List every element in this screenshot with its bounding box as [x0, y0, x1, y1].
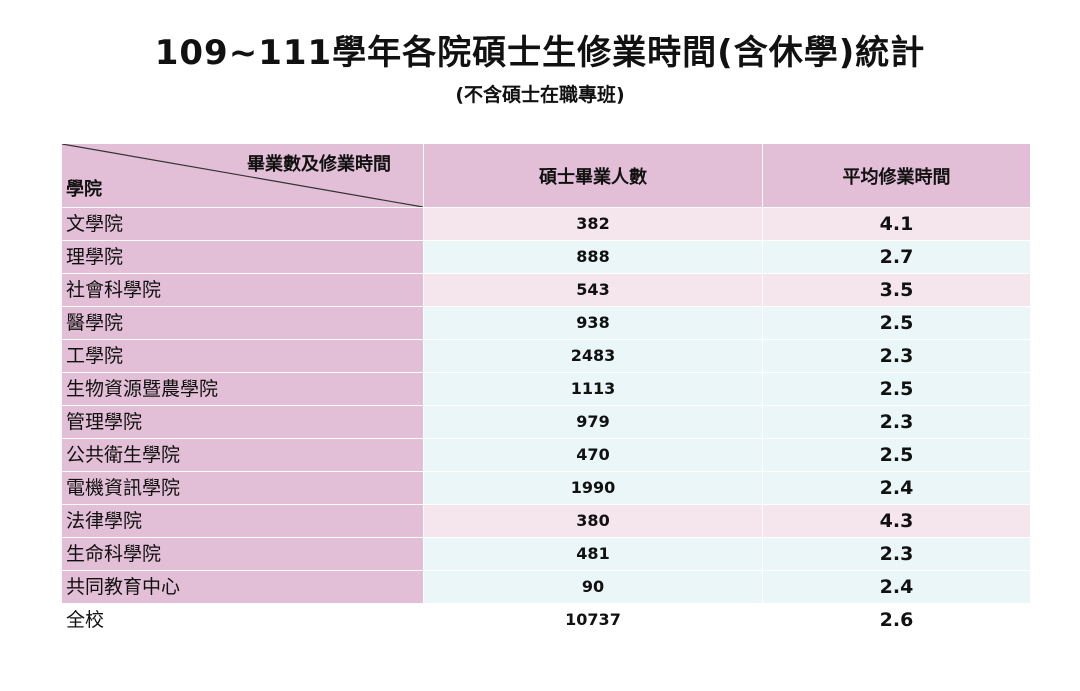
graduates-cell: 1990: [423, 471, 763, 505]
college-name-cell: 管理學院: [61, 405, 424, 439]
total-graduates-cell: 10737: [423, 603, 763, 637]
table-row: 管理學院 979 2.3: [61, 405, 1031, 439]
avg-time-cell: 3.5: [762, 273, 1031, 307]
corner-header-top-label: 畢業數及修業時間: [247, 154, 391, 175]
total-avg-time-cell: 2.6: [762, 603, 1031, 637]
graduates-cell: 888: [423, 240, 763, 274]
college-name-cell: 醫學院: [61, 306, 424, 340]
graduates-cell: 979: [423, 405, 763, 439]
table-row: 生物資源暨農學院 1113 2.5: [61, 372, 1031, 406]
college-name-cell: 法律學院: [61, 504, 424, 538]
avg-time-column-header: 平均修業時間: [762, 143, 1031, 208]
stats-table: 畢業數及修業時間 學院 碩士畢業人數 平均修業時間 文學院 382 4.1 理學…: [61, 143, 1031, 637]
table-row: 文學院 382 4.1: [61, 207, 1031, 241]
graduates-cell: 543: [423, 273, 763, 307]
table-row: 社會科學院 543 3.5: [61, 273, 1031, 307]
graduates-cell: 90: [423, 570, 763, 604]
college-name-cell: 工學院: [61, 339, 424, 373]
avg-time-cell: 2.3: [762, 339, 1031, 373]
table-row: 電機資訊學院 1990 2.4: [61, 471, 1031, 505]
avg-time-cell: 4.3: [762, 504, 1031, 538]
graduates-cell: 2483: [423, 339, 763, 373]
corner-header-bottom-label: 學院: [66, 179, 102, 200]
college-name-cell: 理學院: [61, 240, 424, 274]
college-name-cell: 生物資源暨農學院: [61, 372, 424, 406]
avg-time-cell: 4.1: [762, 207, 1031, 241]
avg-time-cell: 2.5: [762, 438, 1031, 472]
total-row: 全校 10737 2.6: [61, 603, 1031, 637]
avg-time-cell: 2.7: [762, 240, 1031, 274]
graduates-column-header: 碩士畢業人數: [423, 143, 763, 208]
table-row: 醫學院 938 2.5: [61, 306, 1031, 340]
graduates-cell: 1113: [423, 372, 763, 406]
college-name-cell: 社會科學院: [61, 273, 424, 307]
table-row: 工學院 2483 2.3: [61, 339, 1031, 373]
page-subtitle: (不含碩士在職專班): [455, 84, 625, 106]
avg-time-cell: 2.5: [762, 306, 1031, 340]
table-row: 理學院 888 2.7: [61, 240, 1031, 274]
college-name-cell: 生命科學院: [61, 537, 424, 571]
graduates-cell: 382: [423, 207, 763, 241]
avg-time-cell: 2.3: [762, 405, 1031, 439]
table-row: 公共衛生學院 470 2.5: [61, 438, 1031, 472]
page-title: 109~111學年各院碩士生修業時間(含休學)統計: [154, 33, 926, 73]
diagonal-divider: [62, 144, 423, 207]
graduates-cell: 380: [423, 504, 763, 538]
college-name-cell: 電機資訊學院: [61, 471, 424, 505]
table-row: 法律學院 380 4.3: [61, 504, 1031, 538]
avg-time-cell: 2.4: [762, 471, 1031, 505]
table-row: 生命科學院 481 2.3: [61, 537, 1031, 571]
graduates-cell: 481: [423, 537, 763, 571]
graduates-cell: 470: [423, 438, 763, 472]
table-row: 共同教育中心 90 2.4: [61, 570, 1031, 604]
graduates-cell: 938: [423, 306, 763, 340]
college-name-cell: 共同教育中心: [61, 570, 424, 604]
corner-header-cell: 畢業數及修業時間 學院: [61, 143, 424, 208]
table-header-row: 畢業數及修業時間 學院 碩士畢業人數 平均修業時間: [61, 143, 1031, 208]
avg-time-cell: 2.4: [762, 570, 1031, 604]
avg-time-cell: 2.3: [762, 537, 1031, 571]
college-name-cell: 文學院: [61, 207, 424, 241]
total-label-cell: 全校: [61, 603, 424, 637]
avg-time-cell: 2.5: [762, 372, 1031, 406]
college-name-cell: 公共衛生學院: [61, 438, 424, 472]
